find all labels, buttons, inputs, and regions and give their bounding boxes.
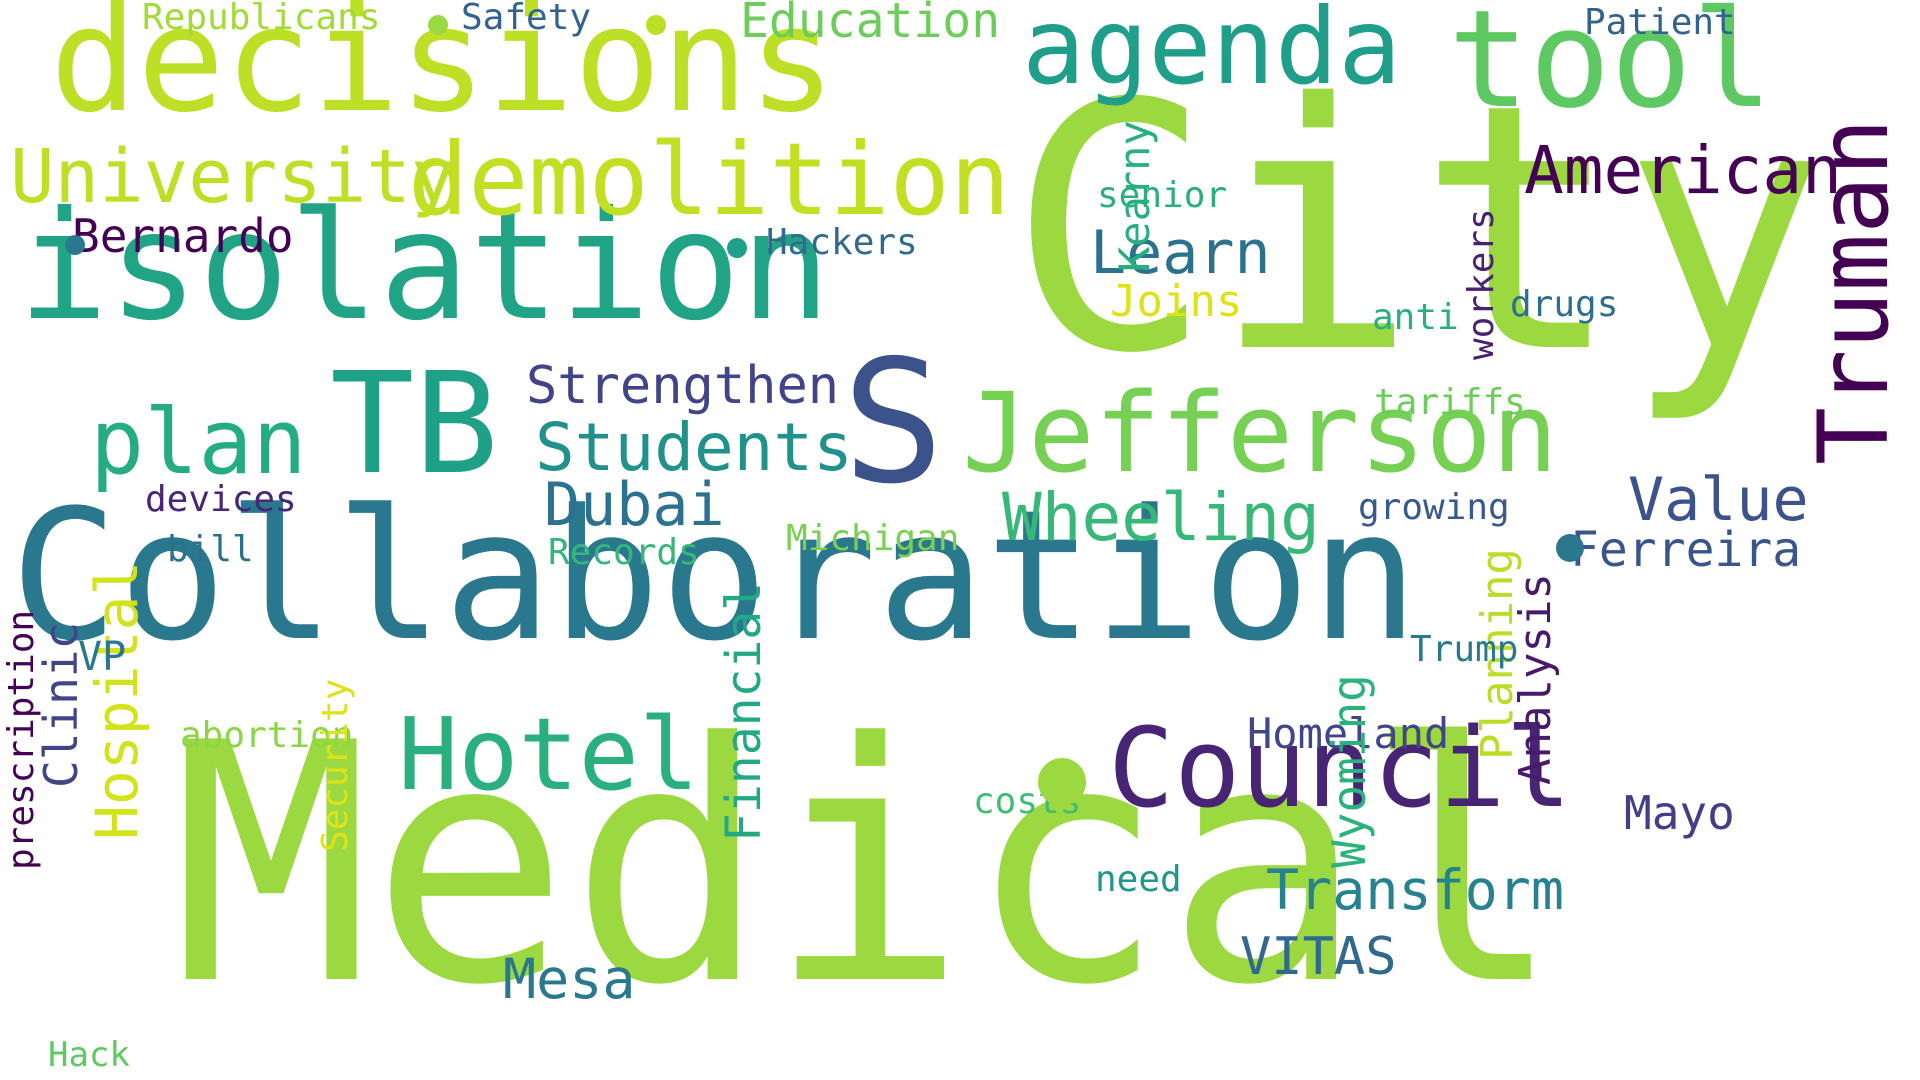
word-agenda: agenda xyxy=(1022,0,1402,108)
word-transform: Transform xyxy=(1266,858,1565,922)
word-bill: bill xyxy=(167,529,254,570)
word-american: American xyxy=(1524,132,1842,209)
word-hack: Hack xyxy=(48,1035,130,1075)
word-council: Council xyxy=(1108,704,1572,832)
word-mesa: Mesa xyxy=(503,947,636,1011)
dot-mark xyxy=(1556,534,1584,562)
word-tool: tool xyxy=(1448,0,1774,138)
dot-mark xyxy=(646,15,666,35)
dot-mark xyxy=(727,238,747,258)
dot-mark xyxy=(65,235,85,255)
word-need: need xyxy=(1095,859,1182,900)
word-michigan: Michigan xyxy=(786,518,960,559)
word-isolation: isolation xyxy=(18,180,831,354)
word-hospital: Hospital xyxy=(83,560,151,840)
word-mayo: Mayo xyxy=(1624,786,1735,840)
dot-mark xyxy=(1038,758,1086,806)
word-demolition: demolition xyxy=(408,121,1011,238)
word-strengthen: Strengthen xyxy=(526,356,840,416)
word-jefferson: Jefferson xyxy=(962,369,1559,497)
word-security: Security xyxy=(315,678,356,852)
word-vitas: VITAS xyxy=(1240,927,1397,987)
word-financial: Financial xyxy=(716,581,772,842)
word-collaboration: Collaboration xyxy=(10,472,1419,681)
word-students: Students xyxy=(535,409,853,486)
word-s: S xyxy=(842,324,945,522)
word-university: University xyxy=(10,134,456,220)
word-tariffs: tariffs xyxy=(1374,382,1526,423)
word-trump: Trump xyxy=(1410,629,1519,670)
word-drugs: drugs xyxy=(1510,284,1619,325)
word-dubai: Dubai xyxy=(544,470,725,540)
word-safety: Safety xyxy=(461,0,592,38)
word-anti: anti xyxy=(1372,297,1459,338)
word-prescription: prescription xyxy=(1,609,42,870)
word-senior: senior xyxy=(1097,175,1228,216)
word-ferreira: Ferreira xyxy=(1570,522,1802,578)
word-records: Records xyxy=(548,532,700,573)
word-bernardo: Bernardo xyxy=(72,209,294,263)
word-devices: devices xyxy=(145,479,297,520)
dot-mark xyxy=(428,15,448,35)
word-republicans: Republicans xyxy=(142,0,381,38)
word-abortion: abortion xyxy=(180,715,354,756)
word-patient: Patient xyxy=(1584,2,1736,43)
word-joins: Joins xyxy=(1110,276,1243,327)
word-education: Education xyxy=(740,0,1001,49)
word-tb: TB xyxy=(330,343,499,506)
word-vp: VP xyxy=(78,634,127,680)
word-homeland: Homeland xyxy=(1247,709,1450,758)
word-value: Value xyxy=(1628,465,1809,535)
word-wyoming: Wyoming xyxy=(1322,674,1376,868)
word-plan: plan xyxy=(90,390,307,495)
word-medical: Medical xyxy=(172,673,1563,1057)
word-hotel: Hotel xyxy=(398,696,700,813)
word-growing: growing xyxy=(1358,487,1510,528)
word-workers: workers xyxy=(1461,208,1502,360)
word-city: City xyxy=(1008,32,1827,428)
word-wheeling: Wheeling xyxy=(1002,479,1320,556)
word-learn: Learn xyxy=(1090,218,1271,288)
word-hackers: Hackers xyxy=(766,222,918,263)
